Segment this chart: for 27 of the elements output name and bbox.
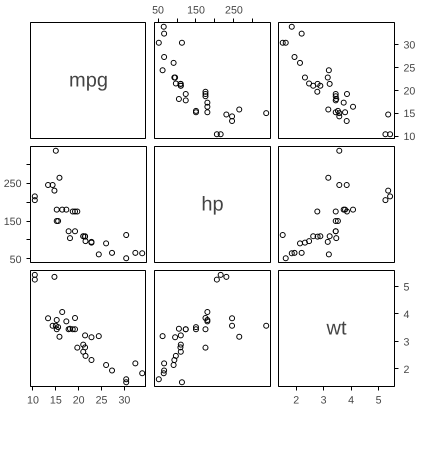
y-tick-label: 150 [4,216,22,228]
x-tick-label: 250 [225,4,243,16]
x-tick-label: 5 [376,394,382,406]
y-tick-label: 25 [404,62,416,74]
x-tick-label: 150 [187,4,205,16]
y-tick-label: 4 [404,308,410,321]
annotation: hp [201,194,224,216]
x-tick-label: 2 [293,394,300,406]
x-tick-label: 25 [96,394,108,406]
y-tick-label: 3 [404,336,410,348]
x-tick-label: 4 [348,394,354,406]
y-tick-label: 5 [404,281,410,294]
x-tick-label: 10 [27,394,39,406]
x-tick-label: 15 [50,394,62,406]
y-tick-label: 50 [10,254,22,266]
x-tick-label: 20 [72,394,85,406]
x-tick-label: 30 [118,394,130,406]
y-tick-label: 2 [404,364,410,376]
y-tick-label: 30 [404,40,416,52]
y-tick-label: 250 [4,178,22,190]
annotation: mpg [69,70,108,92]
x-tick-label: 50 [152,4,164,16]
y-tick-label: 20 [404,85,416,98]
x-tick-label: 3 [320,394,327,406]
y-tick-label: 15 [404,108,416,120]
annotation: wt [326,318,347,340]
y-tick-label: 10 [404,131,416,144]
